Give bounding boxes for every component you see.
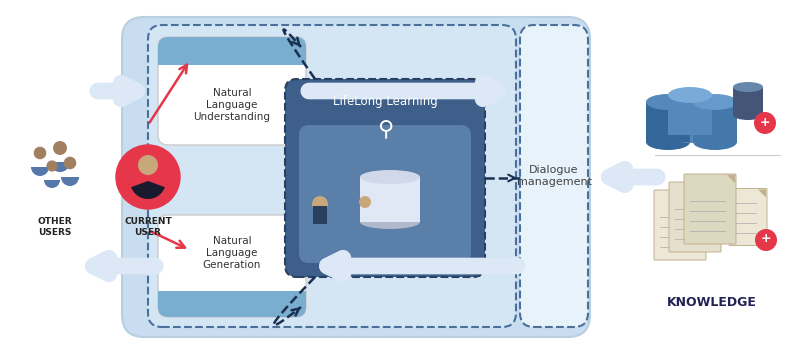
Circle shape: [34, 147, 46, 159]
Circle shape: [755, 229, 777, 251]
Ellipse shape: [668, 87, 712, 103]
Polygon shape: [758, 190, 766, 197]
Circle shape: [64, 157, 76, 169]
FancyBboxPatch shape: [285, 79, 485, 277]
Text: LifeLong Learning: LifeLong Learning: [333, 94, 438, 108]
Ellipse shape: [360, 170, 420, 184]
Circle shape: [46, 160, 58, 171]
Bar: [313, 206, 327, 224]
Polygon shape: [727, 175, 735, 183]
Circle shape: [359, 196, 371, 208]
Wedge shape: [31, 167, 49, 176]
Circle shape: [312, 196, 328, 212]
Text: ⚲: ⚲: [377, 119, 393, 139]
Ellipse shape: [668, 127, 712, 143]
Text: Dialogue
management: Dialogue management: [517, 165, 591, 187]
Ellipse shape: [693, 134, 737, 150]
Bar: [693, 102, 737, 142]
FancyBboxPatch shape: [158, 37, 306, 65]
FancyBboxPatch shape: [158, 37, 306, 145]
Text: +: +: [760, 115, 770, 129]
Wedge shape: [131, 181, 165, 199]
Polygon shape: [712, 183, 720, 191]
Text: Natural
Language
Understanding: Natural Language Understanding: [194, 88, 270, 122]
FancyBboxPatch shape: [299, 125, 471, 263]
Bar: [668, 95, 712, 135]
Bar: [158, 51, 306, 65]
Ellipse shape: [646, 134, 690, 150]
Text: Natural
Language
Generation: Natural Language Generation: [203, 236, 261, 269]
Wedge shape: [44, 180, 60, 188]
Ellipse shape: [646, 94, 690, 110]
FancyBboxPatch shape: [654, 190, 706, 260]
Circle shape: [53, 141, 67, 155]
Ellipse shape: [733, 82, 763, 92]
FancyBboxPatch shape: [520, 25, 588, 327]
FancyBboxPatch shape: [684, 174, 736, 244]
FancyBboxPatch shape: [122, 17, 590, 337]
FancyBboxPatch shape: [158, 291, 306, 317]
Text: +: +: [761, 233, 771, 246]
Ellipse shape: [360, 215, 420, 229]
Bar: [360, 177, 420, 222]
Bar: [646, 102, 690, 142]
Wedge shape: [61, 177, 79, 186]
Circle shape: [116, 145, 180, 209]
Ellipse shape: [693, 94, 737, 110]
Circle shape: [138, 155, 158, 175]
Polygon shape: [697, 191, 705, 199]
Bar: [158, 291, 306, 304]
FancyBboxPatch shape: [158, 215, 306, 317]
FancyBboxPatch shape: [669, 182, 721, 252]
Text: OTHER
USERS: OTHER USERS: [38, 217, 72, 237]
Bar: [733, 87, 763, 115]
Wedge shape: [50, 162, 70, 172]
Text: CURRENT
USER: CURRENT USER: [124, 217, 172, 237]
Circle shape: [754, 112, 776, 134]
Ellipse shape: [733, 110, 763, 120]
Text: KNOWLEDGE: KNOWLEDGE: [667, 296, 757, 310]
FancyBboxPatch shape: [729, 189, 767, 246]
FancyBboxPatch shape: [148, 25, 516, 327]
